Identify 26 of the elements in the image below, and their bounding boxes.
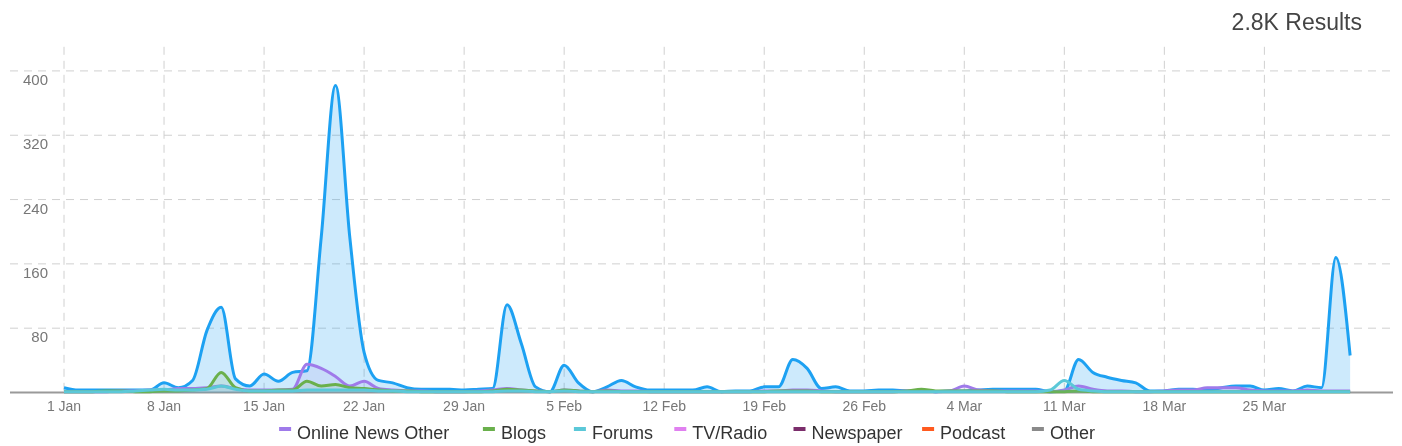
- legend-label: Podcast: [940, 422, 1006, 443]
- y-tick-label: 400: [22, 70, 48, 88]
- x-tick-label: 18 Mar: [1142, 398, 1187, 414]
- x-tick-label: 29 Jan: [443, 398, 486, 414]
- chart-title: 2.8K Results: [1231, 9, 1362, 35]
- legend-label: TV/Radio: [692, 422, 768, 443]
- legend-label: Online News Other: [297, 422, 450, 443]
- y-tick-label: 240: [22, 199, 48, 217]
- x-tick-label: 5 Feb: [546, 398, 583, 414]
- x-tick-label: 25 Mar: [1242, 398, 1287, 414]
- y-tick-label: 160: [22, 263, 48, 281]
- legend-label: Other: [1049, 422, 1095, 443]
- x-tick-label: 11 Mar: [1043, 398, 1086, 414]
- x-tick-label: 19 Feb: [742, 398, 787, 414]
- x-tick-label: 22 Jan: [343, 398, 386, 414]
- x-tick-label: 12 Feb: [642, 398, 687, 414]
- x-tick-label: 15 Jan: [243, 398, 286, 414]
- x-tick-label: 4 Mar: [946, 398, 983, 414]
- y-tick-label: 80: [31, 328, 48, 346]
- x-tick-label: 26 Feb: [842, 398, 887, 414]
- legend-label: Newspaper: [811, 422, 903, 443]
- legend-label: Blogs: [500, 422, 546, 443]
- y-tick-label: 320: [22, 135, 48, 153]
- x-tick-label: 1 Jan: [46, 398, 82, 414]
- legend-label: Forums: [591, 422, 653, 443]
- x-tick-label: 8 Jan: [146, 398, 182, 414]
